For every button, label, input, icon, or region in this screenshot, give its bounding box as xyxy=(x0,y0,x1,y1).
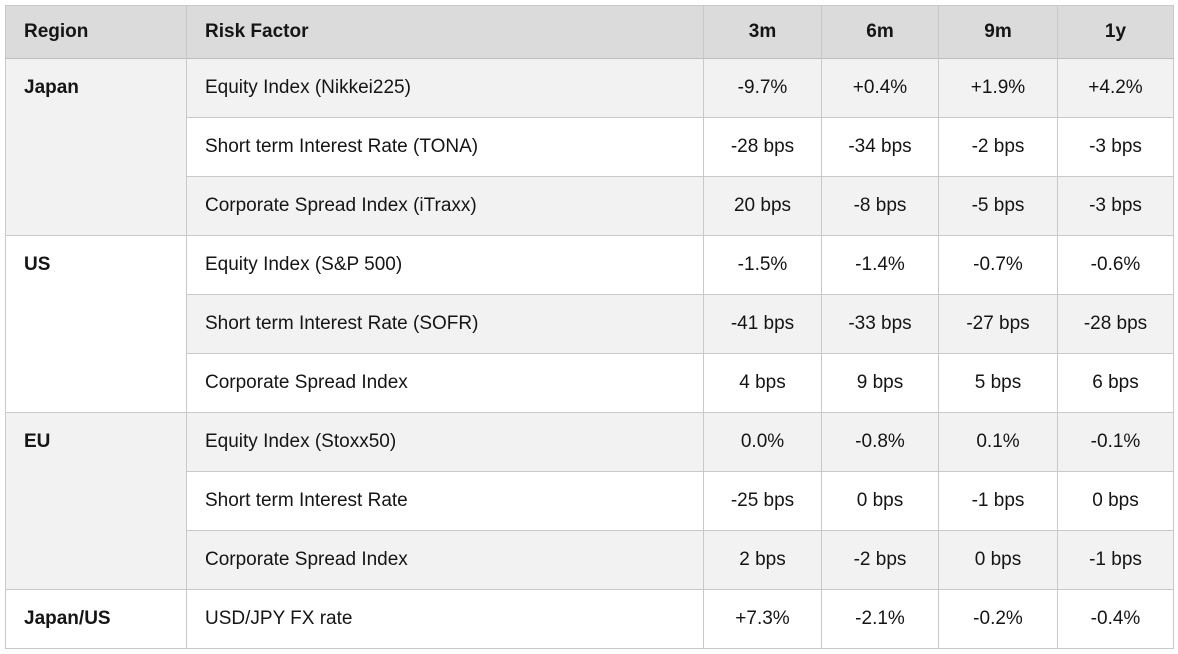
region-cell: Japan xyxy=(5,58,187,236)
value-cell: -25 bps xyxy=(703,471,822,531)
table-row: Short term Interest Rate -25 bps 0 bps -1 b… xyxy=(5,471,1174,531)
value-cell: 0.0% xyxy=(703,412,822,472)
value-cell: -41 bps xyxy=(703,294,822,354)
value-cell: -1 bps xyxy=(938,471,1058,531)
value-cell: 0 bps xyxy=(821,471,939,531)
table-row: Short term Interest Rate (SOFR) -41 bps -3… xyxy=(5,294,1174,354)
region-cell: US xyxy=(5,235,187,413)
table-row: Corporate Spread Index (iTraxx) 20 bps -8 … xyxy=(5,176,1174,236)
value-cell: -0.7% xyxy=(938,235,1058,295)
value-cell: -28 bps xyxy=(1057,294,1174,354)
table-row: Japan Equity Index (Nikkei225) -9.7% +0.4% +… xyxy=(5,58,1174,236)
value-cell: 0 bps xyxy=(1057,471,1174,531)
value-cell: -2 bps xyxy=(938,117,1058,177)
risk-factor-cell: Short term Interest Rate xyxy=(186,471,704,531)
value-cell: 4 bps xyxy=(703,353,822,413)
risk-factor-cell: Corporate Spread Index (iTraxx) xyxy=(186,176,704,236)
risk-factor-cell: USD/JPY FX rate xyxy=(186,589,704,649)
value-cell: -0.6% xyxy=(1057,235,1174,295)
value-cell: -5 bps xyxy=(938,176,1058,236)
table-body: Japan Equity Index (Nikkei225) -9.7% +0.4% +… xyxy=(5,58,1174,649)
value-cell: -27 bps xyxy=(938,294,1058,354)
value-cell: -0.8% xyxy=(821,412,939,472)
value-cell: -34 bps xyxy=(821,117,939,177)
risk-factor-cell: Short term Interest Rate (SOFR) xyxy=(186,294,704,354)
risk-factor-cell: Short term Interest Rate (TONA) xyxy=(186,117,704,177)
region-cell: EU xyxy=(5,412,187,590)
risk-factor-cell: Corporate Spread Index xyxy=(186,353,704,413)
value-cell: -1.4% xyxy=(821,235,939,295)
value-cell: 0.1% xyxy=(938,412,1058,472)
value-cell: 6 bps xyxy=(1057,353,1174,413)
value-cell: -2.1% xyxy=(821,589,939,649)
value-cell: +4.2% xyxy=(1057,58,1174,118)
risk-factor-cell: Equity Index (S&P 500) xyxy=(186,235,704,295)
value-cell: 0 bps xyxy=(938,530,1058,590)
value-cell: +1.9% xyxy=(938,58,1058,118)
risk-factor-cell: Corporate Spread Index xyxy=(186,530,704,590)
header-risk-factor: Risk Factor xyxy=(186,5,704,59)
table-row: Short term Interest Rate (TONA) -28 bps -3… xyxy=(5,117,1174,177)
risk-factor-cell: Equity Index (Stoxx50) xyxy=(186,412,704,472)
table-row: Corporate Spread Index 2 bps -2 bps 0 bps -1… xyxy=(5,530,1174,590)
value-cell: -1 bps xyxy=(1057,530,1174,590)
table-row: EU Equity Index (Stoxx50) 0.0% -0.8% 0.1% -0.… xyxy=(5,412,1174,590)
value-cell: -0.2% xyxy=(938,589,1058,649)
header-row: Region Risk Factor 3m 6m 9m 1y xyxy=(5,5,1174,59)
value-cell: +0.4% xyxy=(821,58,939,118)
value-cell: -28 bps xyxy=(703,117,822,177)
value-cell: -9.7% xyxy=(703,58,822,118)
value-cell: 5 bps xyxy=(938,353,1058,413)
value-cell: -3 bps xyxy=(1057,176,1174,236)
value-cell: -33 bps xyxy=(821,294,939,354)
header-region: Region xyxy=(5,5,187,59)
table-row: Corporate Spread Index 4 bps 9 bps 5 bps 6 b… xyxy=(5,353,1174,413)
value-cell: -1.5% xyxy=(703,235,822,295)
table-header: Region Risk Factor 3m 6m 9m 1y xyxy=(5,5,1174,59)
risk-factor-table: Region Risk Factor 3m 6m 9m 1y Japan Equi… xyxy=(5,5,1174,649)
table-row: Japan/US USD/JPY FX rate +7.3% -2.1% -0.2% -0… xyxy=(5,589,1174,649)
header-1y: 1y xyxy=(1057,5,1174,59)
value-cell: -3 bps xyxy=(1057,117,1174,177)
header-9m: 9m xyxy=(938,5,1058,59)
value-cell: 2 bps xyxy=(703,530,822,590)
value-cell: 20 bps xyxy=(703,176,822,236)
table-row: US Equity Index (S&P 500) -1.5% -1.4% -0.7% -… xyxy=(5,235,1174,413)
value-cell: -0.4% xyxy=(1057,589,1174,649)
value-cell: -8 bps xyxy=(821,176,939,236)
value-cell: +7.3% xyxy=(703,589,822,649)
value-cell: 9 bps xyxy=(821,353,939,413)
region-cell: Japan/US xyxy=(5,589,187,649)
risk-factor-cell: Equity Index (Nikkei225) xyxy=(186,58,704,118)
value-cell: -0.1% xyxy=(1057,412,1174,472)
header-3m: 3m xyxy=(703,5,822,59)
header-6m: 6m xyxy=(821,5,939,59)
value-cell: -2 bps xyxy=(821,530,939,590)
